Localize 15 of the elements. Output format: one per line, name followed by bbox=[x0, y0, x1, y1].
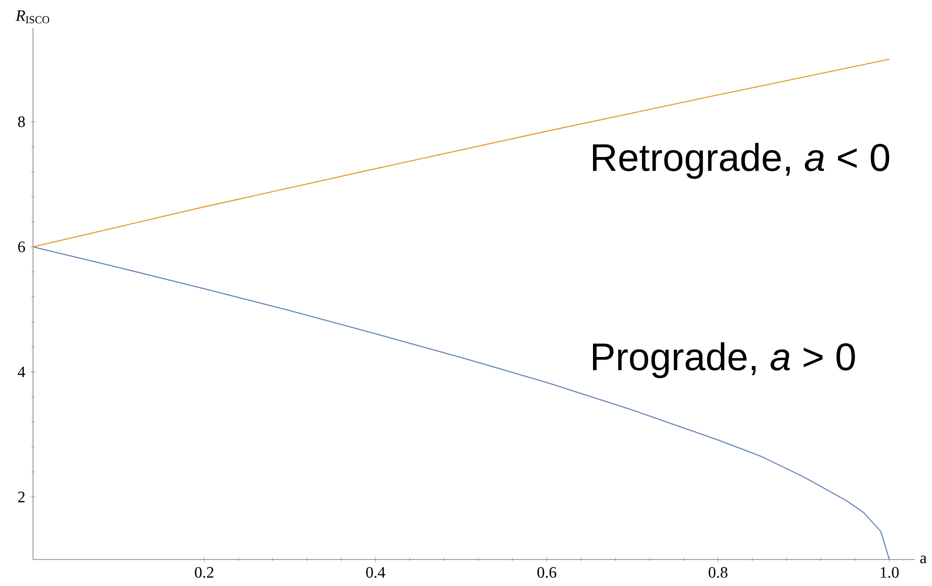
x-tick-label: 1.0 bbox=[880, 566, 899, 578]
line-series bbox=[32, 58, 890, 248]
y-tick-label: 8 bbox=[18, 116, 25, 128]
line-series bbox=[32, 246, 890, 560]
x-tick-label: 0.4 bbox=[366, 566, 386, 578]
x-tick-label: 0.2 bbox=[194, 566, 214, 578]
x-tick-label: 0.6 bbox=[537, 566, 556, 578]
y-tick-label: 2 bbox=[18, 492, 25, 502]
y-tick-label: 6 bbox=[18, 241, 25, 252]
annotation: Retrograde, a < 0 bbox=[593, 142, 890, 179]
y-axis-title: R$_{ISCO}$ bbox=[16, 10, 50, 24]
annotation: Prograde, a > 0 bbox=[593, 342, 855, 378]
x-tick-label: 0.8 bbox=[708, 566, 728, 578]
y-tick-label: 4 bbox=[18, 366, 26, 378]
x-axis-title: a bbox=[920, 556, 927, 564]
